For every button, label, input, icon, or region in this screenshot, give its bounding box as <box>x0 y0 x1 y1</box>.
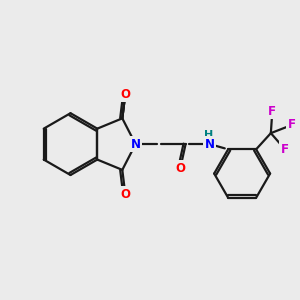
Text: O: O <box>120 88 130 101</box>
Text: H: H <box>204 130 213 140</box>
Text: N: N <box>130 138 141 151</box>
Text: F: F <box>268 105 276 118</box>
Text: O: O <box>175 162 185 175</box>
Text: O: O <box>120 188 130 200</box>
Text: F: F <box>288 118 296 131</box>
Text: F: F <box>281 143 289 156</box>
Text: N: N <box>205 138 215 151</box>
